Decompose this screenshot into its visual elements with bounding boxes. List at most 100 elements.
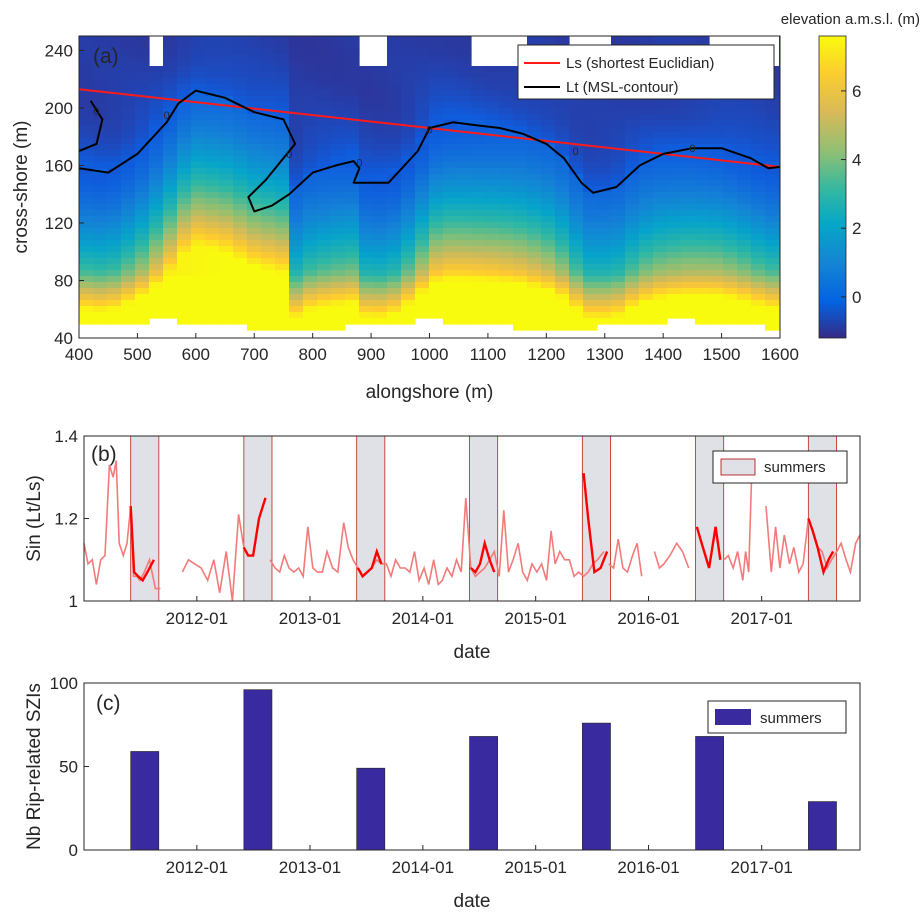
heatmap-cell-2348: [779, 126, 780, 133]
heatmap-cell-864: [331, 42, 346, 49]
heatmap-cell-1988: [667, 114, 682, 121]
heatmap-cell-1474: [513, 144, 528, 151]
heatmap-cell-826: [317, 108, 332, 115]
heatmap-cell-2188: [723, 234, 738, 241]
heatmap-cell-359: [177, 216, 192, 223]
heatmap-cell-845: [317, 222, 332, 229]
contour-label-6: 0: [689, 143, 695, 155]
heatmap-cell-152: [121, 84, 136, 91]
heatmap-cell-957: [345, 306, 360, 313]
heatmap-cell-1140: [401, 312, 416, 319]
heatmap-cell-241: [149, 72, 164, 79]
heatmap-cell-491: [219, 144, 234, 151]
heatmap-cell-711: [275, 300, 290, 307]
heatmap-cell-197: [135, 66, 150, 73]
heatmap-cell-698: [275, 222, 290, 229]
heatmap-cell-1374: [471, 318, 486, 325]
heatmap-cell-728: [289, 108, 304, 115]
heatmap-cell-1038: [373, 276, 388, 283]
heatmap-cell-545: [233, 180, 248, 187]
heatmap-cell-1331: [457, 318, 472, 325]
heatmap-cell-2225: [737, 198, 752, 205]
heatmap-cell-514: [219, 282, 234, 289]
heatmap-cell-942: [345, 216, 360, 223]
heatmap-cell-1493: [513, 258, 528, 265]
heatmap-cell-1219: [429, 216, 444, 223]
heatmap-cell-1906: [639, 198, 654, 205]
heatmap-cell-1567: [541, 114, 556, 121]
heatmap-cell-695: [275, 204, 290, 211]
heatmap-cell-1959: [653, 228, 668, 235]
heatmap-cell-15: [79, 126, 94, 133]
heatmap-cell-2274: [751, 234, 766, 241]
heatmap-cell-1469: [513, 114, 528, 121]
heatmap-cell-2100: [695, 222, 710, 229]
heatmap-cell-473: [219, 36, 234, 43]
heatmap-cell-754: [289, 264, 304, 271]
heatmap-cell-1443: [499, 216, 514, 223]
heatmap-cell-1344: [471, 138, 486, 145]
heatmap-cell-916: [345, 60, 360, 67]
heatmap-cell-1405: [485, 246, 500, 253]
heatmap-cell-1279: [443, 294, 458, 301]
heatmap-cell-1267: [443, 222, 458, 229]
heatmap-cell-2237: [737, 270, 752, 277]
heatmap-cell-2362: [779, 210, 780, 217]
heatmap-cell-27: [79, 198, 94, 205]
heatmap-cell-1220: [429, 222, 444, 229]
heatmap-cell-1007: [373, 90, 388, 97]
heatmap-cell-1490: [513, 240, 528, 247]
heatmap-cell-1865: [625, 240, 640, 247]
heatmap-cell-2350: [779, 138, 780, 145]
heatmap-cell-1829: [611, 312, 626, 319]
heatmap-cell-1972: [653, 306, 668, 313]
heatmap-cell-2352: [779, 150, 780, 157]
heatmap-cell-1368: [471, 282, 486, 289]
heatmap-cell-561: [233, 276, 248, 283]
bar-4: [582, 722, 611, 851]
heatmap-cell-784: [303, 150, 318, 157]
heatmap-cell-1867: [625, 252, 640, 259]
heatmap-cell-367: [177, 264, 192, 271]
heatmap-cell-46: [79, 312, 94, 319]
heatmap-cell-984: [359, 210, 374, 217]
heatmap-cell-902: [331, 270, 346, 277]
heatmap-cell-798: [303, 234, 318, 241]
heatmap-cell-1223: [429, 240, 444, 247]
heatmap-cell-1269: [443, 234, 458, 241]
panel-c-axes: 2012-01 2013-01 2014-01 2015-01 2016-01 2017-…: [24, 674, 861, 912]
heatmap-cell-2037: [681, 126, 696, 133]
heatmap-cell-929: [345, 138, 360, 145]
heatmap-cell-1030: [373, 228, 388, 235]
heatmap-cell-524: [233, 54, 248, 61]
heatmap-cell-1050: [387, 60, 402, 67]
heatmap-cell-510: [219, 258, 234, 265]
heatmap-cell-2053: [681, 222, 696, 229]
heatmap-cell-1615: [555, 108, 570, 115]
heatmap-cell-661: [261, 294, 276, 301]
heatmap-cell-2007: [667, 228, 682, 235]
heatmap-cell-155: [121, 102, 136, 109]
heatmap-cell-1065: [387, 150, 402, 157]
heatmap-cell-1758: [597, 174, 612, 181]
heatmap-cell-19: [79, 150, 94, 157]
heatmap-cell-843: [317, 210, 332, 217]
heatmap-cell-1117: [401, 174, 416, 181]
heatmap-cell-1862: [625, 222, 640, 229]
heatmap-cell-266: [149, 222, 164, 229]
heatmap-cell-1077: [387, 222, 402, 229]
heatmap-cell-1521: [527, 132, 542, 139]
heatmap-cell-2039: [681, 138, 696, 145]
heatmap-cell-1641: [555, 264, 570, 271]
heatmap-cell-804: [303, 270, 318, 277]
heatmap-cell-748: [289, 228, 304, 235]
heatmap-cell-1733: [583, 288, 598, 295]
heatmap-cell-2046: [681, 180, 696, 187]
heatmap-cell-1646: [555, 294, 570, 301]
heatmap-cell-1681: [569, 240, 584, 247]
heatmap-cell-2284: [751, 294, 766, 301]
heatmap-cell-1226: [429, 258, 444, 265]
heatmap-cell-1091: [387, 306, 402, 313]
heatmap-cell-1479: [513, 174, 528, 181]
heatmap-cell-174: [121, 216, 136, 223]
